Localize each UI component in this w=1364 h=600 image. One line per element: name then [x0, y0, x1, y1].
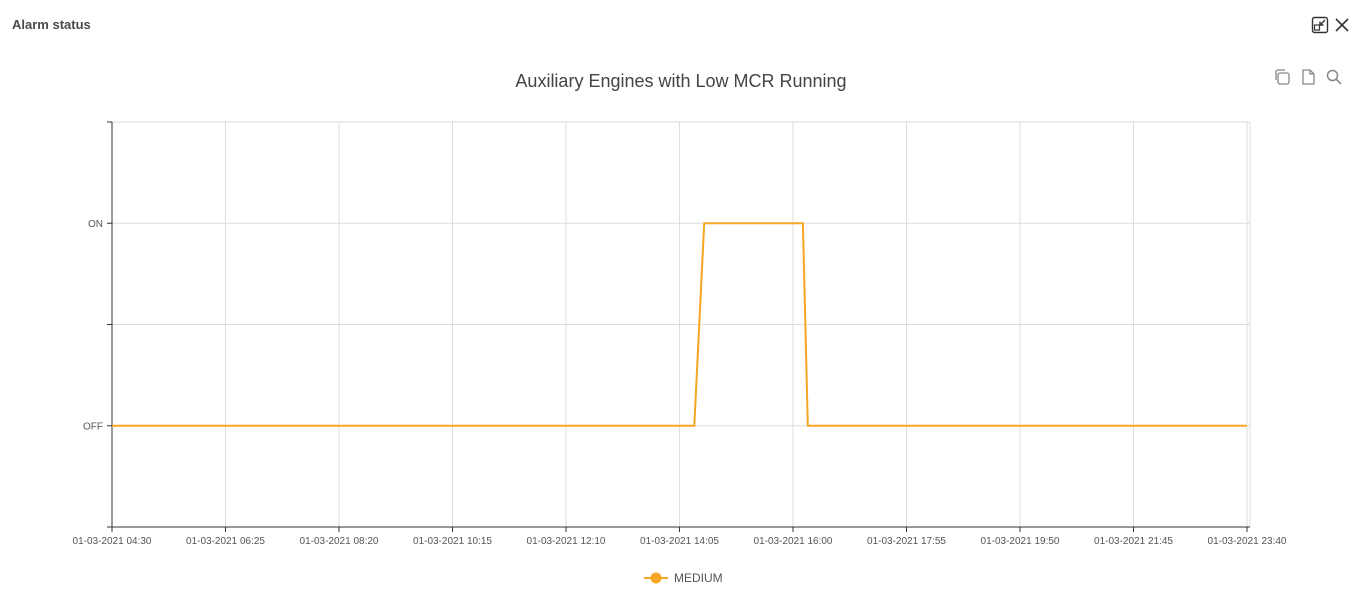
close-icon [1335, 18, 1349, 32]
x-tick-label: 01-03-2021 19:50 [981, 536, 1060, 547]
chart-title: Auxiliary Engines with Low MCR Running [515, 71, 846, 91]
chart-axes: 01-03-2021 04:30 01-03-2021 06:25 01-03-20… [73, 121, 1287, 547]
legend-marker-dot [650, 572, 662, 584]
y-tick-label: ON [88, 219, 103, 230]
x-tick-label: 01-03-2021 21:45 [1094, 536, 1173, 547]
legend-label: MEDIUM [674, 571, 723, 585]
search-icon [1326, 69, 1342, 85]
search-button[interactable] [1324, 67, 1344, 87]
close-button[interactable] [1331, 14, 1353, 36]
copy-icon [1275, 69, 1290, 85]
x-tick-label: 01-03-2021 16:00 [754, 536, 833, 547]
chart-grid [112, 121, 1251, 527]
chart-legend[interactable]: MEDIUM [644, 571, 723, 585]
x-tick-label: 01-03-2021 04:30 [73, 536, 152, 547]
x-tick-label: 01-03-2021 08:20 [300, 536, 379, 547]
x-tick-label: 01-03-2021 12:10 [527, 536, 606, 547]
document-button[interactable] [1298, 67, 1318, 87]
document-icon [1302, 69, 1315, 85]
x-tick-label: 01-03-2021 14:05 [640, 536, 719, 547]
restore-window-button[interactable] [1309, 14, 1331, 36]
restore-window-icon [1311, 16, 1329, 34]
x-tick-label: 01-03-2021 17:55 [867, 536, 946, 547]
legend-item-medium[interactable]: MEDIUM [644, 571, 723, 585]
series-line-medium [112, 222, 1247, 427]
x-tick-label: 01-03-2021 23:40 [1208, 536, 1287, 547]
copy-button[interactable] [1272, 67, 1292, 87]
x-tick-label: 01-03-2021 10:15 [413, 536, 492, 547]
y-tick-label: OFF [83, 421, 103, 432]
dialog-title: Alarm status [12, 17, 91, 32]
chart-series [112, 222, 1247, 427]
x-tick-label: 01-03-2021 06:25 [186, 536, 265, 547]
